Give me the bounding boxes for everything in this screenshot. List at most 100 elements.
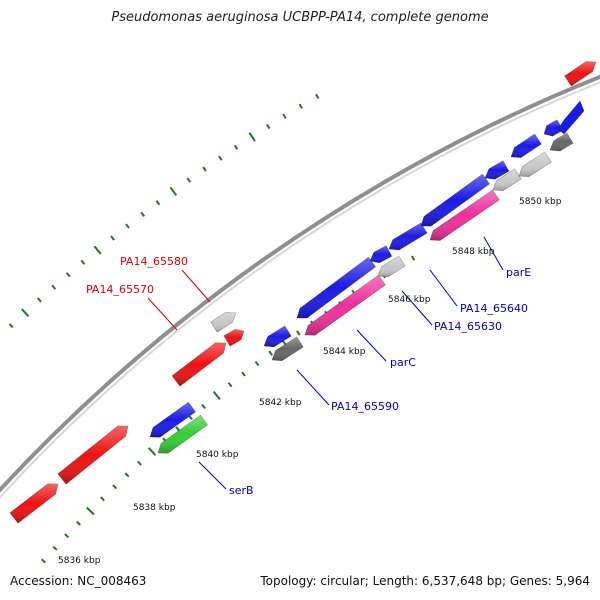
tick-mark bbox=[218, 155, 223, 161]
gene-label: PA14_65570 bbox=[86, 283, 154, 296]
tick-mark bbox=[282, 113, 287, 119]
tick-mark bbox=[80, 259, 86, 265]
gene-pa14_65580 bbox=[210, 311, 237, 333]
tick-mark bbox=[137, 460, 142, 466]
gene-features bbox=[9, 61, 597, 524]
leader-line bbox=[198, 461, 227, 490]
gene-arrow-shading bbox=[210, 312, 236, 333]
gene-label: parC bbox=[390, 356, 416, 369]
label-leader-lines bbox=[147, 236, 504, 490]
gene-arrow-shading bbox=[550, 132, 574, 152]
gene-label: PA14_65580 bbox=[120, 255, 188, 268]
map-title: Pseudomonas aeruginosa UCBPP-PA14, compl… bbox=[111, 10, 489, 25]
gene-arrow-shading bbox=[511, 134, 542, 158]
leader-line bbox=[147, 297, 178, 331]
tick-mark bbox=[99, 496, 105, 502]
tick-mark bbox=[248, 132, 256, 142]
gene-serb bbox=[157, 414, 208, 454]
gene-pa14_65630 bbox=[377, 255, 406, 278]
tick-mark bbox=[241, 371, 246, 377]
gene-arrow bbox=[557, 100, 585, 135]
gene-arrow-shading bbox=[430, 190, 500, 241]
gene-label: PA14_65630 bbox=[434, 320, 502, 333]
gene-arrow-shading bbox=[57, 425, 128, 485]
leader-line bbox=[296, 369, 330, 406]
scale-label: 5846 kbp bbox=[388, 295, 431, 305]
scale-label: 5848 kbp bbox=[452, 247, 495, 257]
tick-mark bbox=[186, 177, 192, 183]
gene-arrow-shading bbox=[305, 275, 386, 336]
tick-mark bbox=[202, 166, 207, 172]
tick-mark bbox=[298, 103, 303, 109]
gene-arrow-shading bbox=[150, 402, 196, 438]
tick-mark bbox=[64, 533, 70, 539]
tick-mark bbox=[112, 484, 118, 490]
tick-mark bbox=[124, 472, 130, 478]
gene-blue-small bbox=[557, 100, 585, 135]
gene-g20 bbox=[549, 132, 574, 152]
tick-mark bbox=[410, 255, 416, 261]
tick-mark bbox=[233, 144, 239, 151]
tick-mark bbox=[110, 235, 115, 241]
gene-g17 bbox=[492, 168, 522, 192]
tick-mark bbox=[8, 323, 14, 329]
gene-pare bbox=[429, 189, 500, 241]
gene-arrow-shading bbox=[264, 325, 292, 347]
gene-arrow-shading bbox=[297, 257, 376, 319]
leader-line bbox=[181, 269, 211, 303]
gene-arrow-shading bbox=[544, 119, 563, 137]
tick-mark bbox=[212, 390, 221, 400]
tick-mark bbox=[93, 245, 102, 255]
tick-mark bbox=[75, 520, 81, 526]
tick-mark bbox=[175, 426, 180, 432]
gene-parc bbox=[304, 274, 386, 336]
tick-mark bbox=[254, 360, 260, 367]
tick-mark bbox=[51, 284, 57, 290]
leader-line bbox=[401, 290, 433, 326]
tick-mark bbox=[65, 272, 71, 278]
topology-text: Topology: circular; Length: 6,537,648 bp… bbox=[260, 574, 590, 588]
tick-mark bbox=[169, 186, 178, 196]
gene-arrow-shading bbox=[158, 415, 208, 454]
gene-arrow-shading bbox=[272, 336, 304, 361]
scale-label: 5838 kbp bbox=[133, 503, 176, 513]
tick-mark bbox=[315, 93, 320, 100]
gene-arrow-shading bbox=[564, 61, 596, 86]
tick-mark bbox=[21, 308, 30, 318]
backbone-inner-line bbox=[0, 81, 600, 499]
gene-label: PA14_65640 bbox=[460, 302, 528, 315]
gene-arrow-shading bbox=[389, 222, 428, 251]
tick-mark bbox=[296, 330, 301, 336]
gene-pa14_65570 bbox=[171, 342, 227, 387]
gene-label: parE bbox=[506, 266, 531, 279]
tick-mark bbox=[266, 123, 271, 130]
gene-arrow-shading bbox=[378, 255, 406, 277]
tick-mark bbox=[188, 414, 193, 421]
tick-mark bbox=[147, 447, 157, 456]
gene-labels: PA14_65580 PA14_65570 serB PA14_65590 parC PA… bbox=[86, 255, 531, 497]
gene-g18 bbox=[484, 160, 510, 180]
gene-pa14_65590 bbox=[271, 336, 304, 362]
tick-mark bbox=[36, 297, 42, 303]
leader-line bbox=[356, 329, 387, 362]
gene-arrow-shading bbox=[223, 329, 244, 347]
gene-label: serB bbox=[229, 484, 254, 497]
tick-mark bbox=[268, 350, 273, 356]
tick-mark bbox=[201, 403, 206, 409]
gene-g23 bbox=[564, 61, 597, 87]
gene-g5 bbox=[223, 329, 245, 347]
scale-label: 5844 kbp bbox=[323, 347, 366, 357]
tick-mark bbox=[140, 211, 145, 217]
leader-line bbox=[429, 269, 458, 307]
gene-arrow-shading bbox=[370, 245, 392, 263]
gene-label: PA14_65590 bbox=[331, 400, 399, 413]
genome-backbone bbox=[0, 74, 600, 499]
gene-g15 bbox=[420, 173, 490, 227]
tick-mark bbox=[155, 200, 161, 206]
scale-label: 5850 kbp bbox=[519, 197, 562, 207]
tick-mark bbox=[125, 223, 130, 229]
gene-g2 bbox=[57, 425, 129, 485]
gene-arrow-shading bbox=[421, 174, 490, 227]
